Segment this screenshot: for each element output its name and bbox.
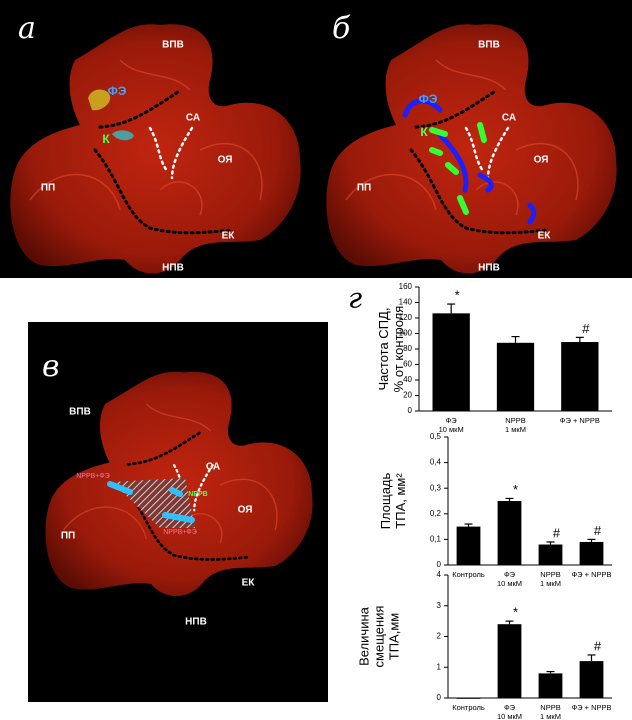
activation-area <box>88 89 111 111</box>
activation-area <box>429 122 487 215</box>
significance-label: * <box>513 605 518 620</box>
y-tick-label: 0,5 <box>430 432 442 441</box>
y-tick-label: 0 <box>437 693 442 702</box>
region-label: ПП <box>61 531 75 542</box>
y-tick-label: 0,1 <box>430 535 442 544</box>
y-axis-label: смещения <box>371 606 386 668</box>
y-axis-label: Площадь <box>378 472 393 529</box>
x-tick-label: 10 мкМ <box>497 712 522 720</box>
bar <box>497 501 522 565</box>
y-axis-label: % от контроля <box>391 306 406 393</box>
region-label: СА <box>186 113 200 124</box>
y-tick-label: 3 <box>437 601 442 610</box>
panel-letter: б <box>332 11 351 46</box>
region-label: ЕК <box>222 231 236 242</box>
significance-label: # <box>594 638 602 653</box>
region-label: ФЭ <box>419 92 438 106</box>
x-tick-label: NPPB <box>505 416 525 425</box>
y-tick-label: 60 <box>403 360 412 369</box>
x-tick-label: ФЭ <box>504 570 516 579</box>
region-label: ВПВ <box>162 40 184 51</box>
x-tick-label: Контроль <box>452 703 485 712</box>
region-label: НПВ <box>478 263 500 274</box>
bar <box>432 313 470 411</box>
activation-area <box>402 98 537 225</box>
bar <box>561 342 599 411</box>
y-tick-label: 100 <box>399 329 413 338</box>
bar <box>579 661 604 698</box>
significance-label: * <box>513 482 518 497</box>
region-label: К <box>420 125 428 139</box>
region-label: ОЯ <box>218 155 233 166</box>
x-tick-label: NPPB <box>540 570 560 579</box>
x-tick-label: 1 мкМ <box>540 712 561 720</box>
y-tick-label: 1 <box>437 662 442 671</box>
y-tick-label: 0 <box>408 406 413 415</box>
region-label: ПП <box>357 183 371 194</box>
y-axis-label: ТПА,мм <box>386 613 401 661</box>
bar <box>456 526 481 565</box>
activation-area <box>112 130 134 141</box>
bar <box>538 544 563 565</box>
region-label: NPPB+ФЭ <box>163 529 197 536</box>
bar <box>497 624 522 698</box>
panel-letter: г <box>348 282 362 315</box>
region-label: СА <box>502 113 516 124</box>
y-tick-label: 160 <box>399 282 413 291</box>
bar <box>496 342 535 411</box>
region-label: НПВ <box>185 617 207 628</box>
bar <box>538 673 563 698</box>
y-axis-label: Величина <box>356 606 371 666</box>
y-tick-label: 20 <box>403 391 412 400</box>
region-label: ВПВ <box>478 40 500 51</box>
panel-letter: в <box>42 349 59 384</box>
x-tick-label: ФЭ <box>446 416 458 425</box>
region-label: ОЯ <box>238 505 253 516</box>
y-tick-label: 120 <box>399 313 413 322</box>
region-label: НПВ <box>162 263 184 274</box>
y-tick-label: 40 <box>403 375 412 384</box>
significance-label: # <box>582 321 590 336</box>
significance-label: # <box>594 523 602 538</box>
region-label: ЕК <box>242 578 256 589</box>
x-tick-label: 10 мкМ <box>439 425 464 434</box>
x-tick-label: ФЭ + NPPB <box>560 416 600 425</box>
x-tick-label: NPPB <box>540 703 560 712</box>
y-tick-label: 0,4 <box>430 458 442 467</box>
y-axis-label: ТПА, мм² <box>393 473 408 529</box>
region-label: NPPB+ФЭ <box>76 473 110 480</box>
y-tick-label: 0,3 <box>430 483 442 492</box>
panel-letter: а <box>18 11 36 46</box>
region-label: ПП <box>41 183 55 194</box>
region-label: ОЯ <box>534 155 549 166</box>
x-tick-label: ФЭ <box>504 703 516 712</box>
bar <box>579 541 604 565</box>
y-tick-label: 0,2 <box>430 509 442 518</box>
y-tick-label: 2 <box>437 632 442 641</box>
x-tick-label: 1 мкМ <box>540 579 561 588</box>
y-tick-label: 80 <box>403 344 412 353</box>
region-label: NPPB <box>188 491 207 498</box>
y-axis-label: Частота СПД, <box>376 308 391 391</box>
activation-area <box>107 481 195 523</box>
region-label: ВПВ <box>69 407 91 418</box>
region-label: СА <box>206 462 220 473</box>
y-tick-label: 140 <box>399 298 413 307</box>
x-tick-label: Контроль <box>452 570 485 579</box>
x-tick-label: 10 мкМ <box>497 579 522 588</box>
region-label: ФЭ <box>108 84 127 98</box>
significance-label: * <box>455 287 460 302</box>
x-tick-label: ФЭ + NPPB <box>571 703 611 712</box>
bar <box>456 698 481 699</box>
region-label: ЕК <box>538 231 552 242</box>
significance-label: # <box>553 525 561 540</box>
x-tick-label: 1 мкМ <box>505 425 526 434</box>
y-tick-label: 4 <box>437 570 442 579</box>
y-tick-label: 0 <box>437 560 442 569</box>
region-label: К <box>102 132 110 146</box>
x-tick-label: ФЭ + NPPB <box>571 570 611 579</box>
